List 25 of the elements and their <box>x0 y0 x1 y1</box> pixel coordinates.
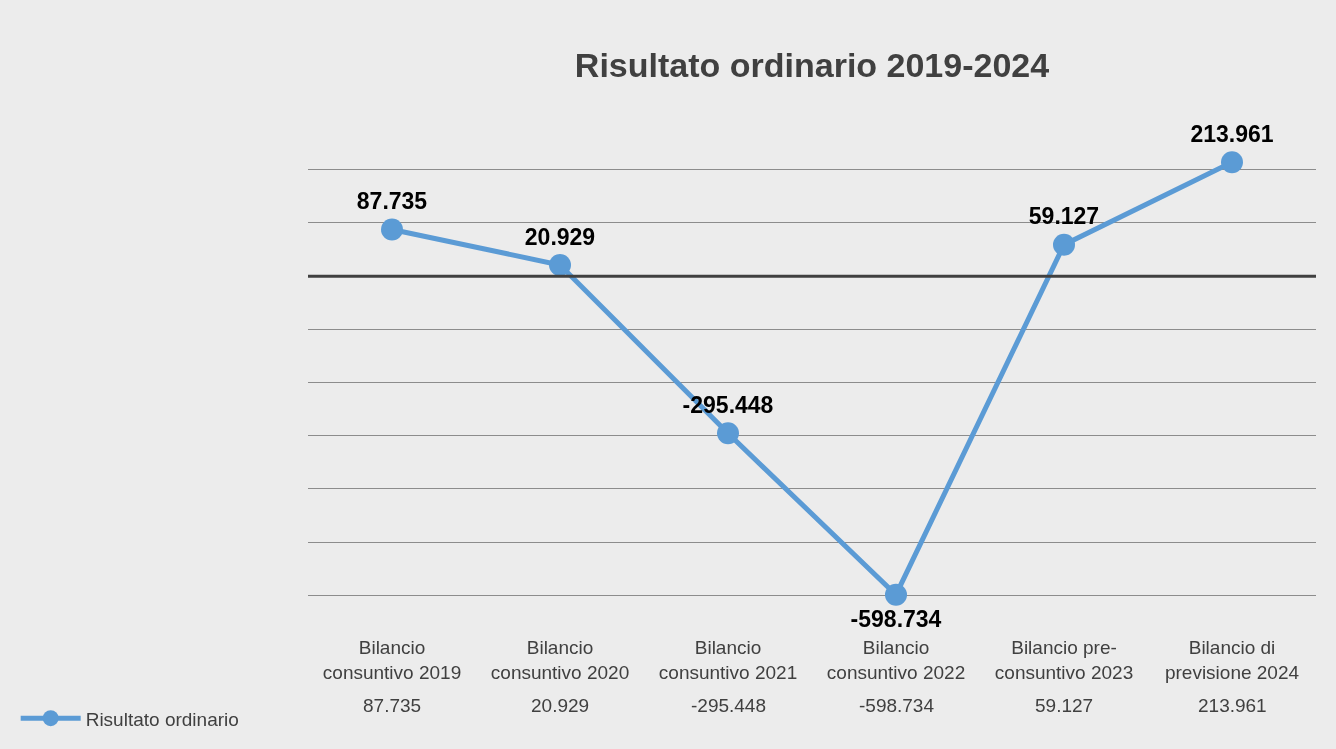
text: 213.961 <box>1190 120 1274 147</box>
text: 59.127 <box>1028 203 1100 230</box>
data-label: 87.735 <box>363 695 422 716</box>
x-tick-label: Bilancio consuntivo 2020 <box>490 637 630 683</box>
x-tick-label: Bilancio consuntivo 2022 <box>826 637 966 683</box>
text: 87.735 <box>356 187 428 214</box>
data-label: 213.961 <box>1198 695 1267 716</box>
data-label: 20.929 <box>531 695 590 716</box>
x-tick-label: Bilancio consuntivo 2021 <box>658 637 798 683</box>
point <box>1221 151 1243 174</box>
point <box>381 218 403 241</box>
text: -598.734 <box>850 605 942 632</box>
point <box>1053 233 1075 256</box>
x-tick-label: Bilancio pre-consuntivo 2023 <box>994 637 1134 683</box>
x-tick-label: Bilancio consuntivo 2019 <box>322 637 462 683</box>
x-tick-label: Bilancio di previsione 2024 <box>1164 637 1300 683</box>
point <box>549 254 571 276</box>
point <box>717 422 739 445</box>
text: 20.929 <box>524 223 596 250</box>
data-label: 59.127 <box>1035 695 1094 716</box>
chart-title: Risultato ordinario 2019-2024 <box>574 46 1050 85</box>
data-label: -598.734 <box>859 695 935 716</box>
point <box>885 583 907 606</box>
data-label: -295.448 <box>691 695 767 716</box>
legend-label: Risultato ordinario <box>85 708 239 730</box>
